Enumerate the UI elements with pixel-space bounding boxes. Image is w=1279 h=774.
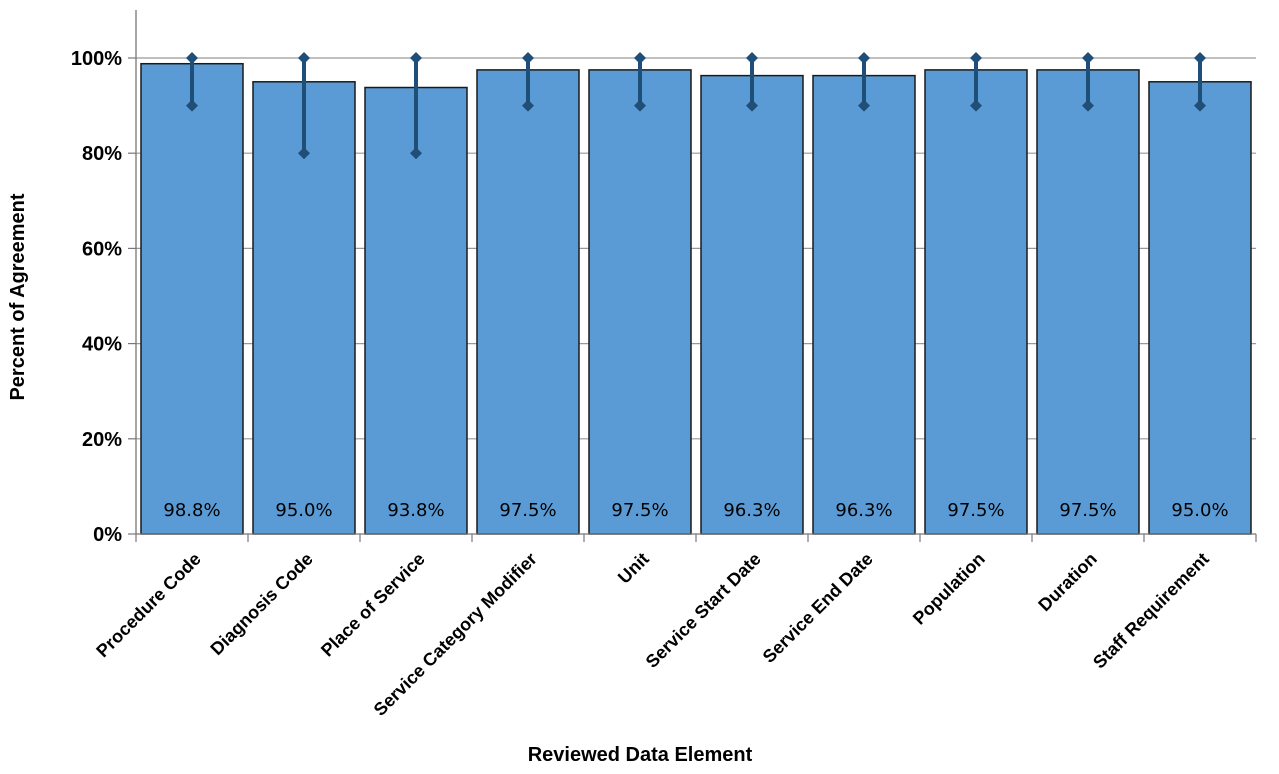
x-category-label: Diagnosis Code [206, 549, 316, 659]
error-bar-cap-low [746, 99, 758, 112]
error-bar-cap-low [186, 99, 198, 112]
error-bar-cap-high [1082, 52, 1094, 64]
bar [924, 69, 1028, 535]
bar [1036, 69, 1140, 535]
y-tick-label: 100% [71, 48, 122, 70]
bar-data-label: 96.3% [723, 500, 780, 521]
bar-data-label: 97.5% [499, 500, 556, 521]
error-bar-cap-low [522, 99, 534, 112]
bar [812, 74, 916, 535]
error-bar-cap-high [634, 52, 646, 64]
y-tick-label: 40% [82, 334, 122, 356]
bar [476, 69, 580, 535]
error-bar-cap-low [410, 147, 422, 160]
bar-data-label: 93.8% [387, 500, 444, 521]
error-bar-cap-low [298, 147, 310, 160]
x-category-label: Place of Service [317, 549, 429, 661]
x-axis-title: Reviewed Data Element [528, 744, 753, 766]
error-bar-cap-high [1194, 52, 1206, 64]
error-bar-cap-low [1082, 99, 1094, 112]
bar [588, 69, 692, 535]
error-bar-cap-low [1194, 99, 1206, 112]
error-bar-cap-low [970, 99, 982, 112]
x-category-label: Duration [1034, 549, 1100, 615]
axes [128, 10, 1257, 542]
bar-data-label: 97.5% [611, 500, 668, 521]
bars [140, 62, 1252, 535]
y-tick-label: 60% [82, 238, 122, 260]
y-tick-label: 0% [93, 524, 122, 546]
x-category-label: Service End Date [759, 549, 877, 667]
error-bar-cap-high [970, 52, 982, 64]
bar-data-label: 96.3% [835, 500, 892, 521]
error-bar-cap-high [298, 52, 310, 64]
error-bar-cap-high [186, 52, 198, 64]
error-bars [186, 52, 1206, 160]
x-category-label: Unit [614, 549, 653, 588]
bar-data-label: 97.5% [947, 500, 1004, 521]
x-category-label: Staff Requirement [1089, 549, 1213, 673]
error-bar-cap-high [858, 52, 870, 64]
error-bar-cap-low [634, 99, 646, 112]
error-bar-cap-low [858, 99, 870, 112]
x-category-label: Population [909, 549, 989, 629]
bar-data-label: 97.5% [1059, 500, 1116, 521]
bar [700, 74, 804, 535]
y-tick-label: 20% [82, 429, 122, 451]
x-category-label: Procedure Code [92, 549, 204, 661]
error-bar-cap-high [410, 52, 422, 64]
error-bar-cap-high [522, 52, 534, 64]
bar-data-label: 98.8% [163, 500, 220, 521]
y-axis-title: Percent of Agreement [7, 193, 29, 400]
y-tick-label: 80% [82, 143, 122, 165]
error-bar-cap-high [746, 52, 758, 64]
bar-data-label: 95.0% [275, 500, 332, 521]
bar [140, 62, 244, 535]
bar [1148, 81, 1252, 535]
x-category-label: Service Start Date [642, 549, 765, 672]
bar-data-label: 95.0% [1171, 500, 1228, 521]
